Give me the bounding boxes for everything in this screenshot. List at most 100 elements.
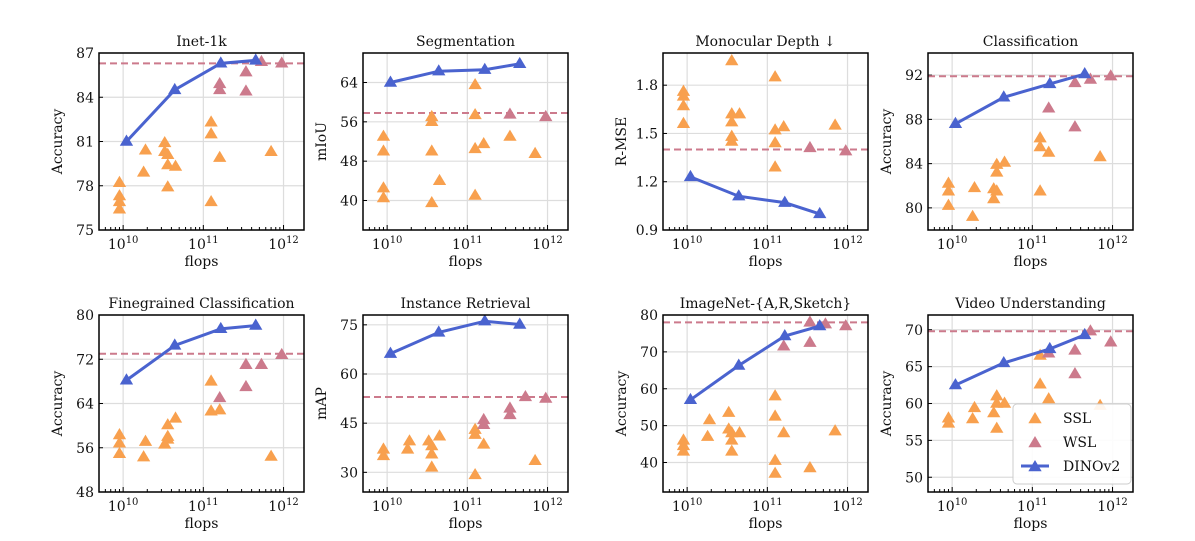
y-tick-label: 70: [905, 323, 923, 339]
ssl-point: [768, 389, 782, 401]
ssl-point: [725, 54, 739, 66]
y-tick-label: 40: [640, 456, 658, 472]
y-tick-label: 70: [640, 345, 658, 361]
ssl-point: [112, 194, 127, 207]
dinov2-line: [954, 72, 1086, 126]
y-tick-label: 80: [640, 308, 658, 324]
x-tick-label: 1011: [1017, 235, 1048, 253]
ssl-point: [941, 198, 956, 210]
y-tick-label: 92: [905, 68, 923, 84]
ssl-point: [997, 396, 1012, 408]
ssl-point: [161, 158, 175, 170]
ssl-point: [376, 442, 391, 454]
ssl-point: [264, 144, 278, 157]
x-axis-label: flops: [449, 516, 483, 532]
y-tick-label: 64: [76, 397, 94, 413]
x-tick-label: 1010: [672, 497, 703, 515]
dinov2-point: [778, 195, 792, 207]
ssl-point: [213, 403, 227, 415]
ssl-point: [1033, 184, 1047, 196]
x-tick-label: 1011: [188, 235, 219, 253]
ssl-point: [468, 107, 482, 120]
x-tick-label: 1011: [752, 235, 783, 253]
ssl-point: [676, 99, 691, 111]
subplot-3: 1010 1011 1012 0.9 1.2 1.5 1.8 Monocular Depth …: [614, 34, 869, 270]
y-tick-label: 45: [340, 416, 358, 432]
dinov2-point: [683, 392, 698, 405]
ssl-point: [768, 409, 782, 421]
dinov2-point: [948, 378, 963, 390]
ssl-point: [725, 134, 739, 146]
legend-marker-dinov2: [1028, 460, 1042, 472]
dinov2-line: [389, 319, 520, 356]
ssl-point: [1033, 377, 1047, 389]
y-tick-label: 65: [905, 360, 923, 376]
ssl-point: [376, 144, 391, 156]
ssl-point: [425, 114, 439, 127]
ssl-point: [168, 411, 183, 423]
y-axis-label: Accuracy: [879, 109, 895, 176]
dinov2-point: [997, 355, 1011, 368]
wsl-point: [1068, 343, 1082, 355]
wsl-point: [213, 76, 227, 89]
x-tick-label: 1010: [672, 235, 703, 253]
dinov2-point: [168, 338, 182, 350]
x-axis-label: flops: [749, 516, 783, 532]
ssl-point: [503, 129, 517, 141]
ssl-point: [768, 123, 782, 135]
x-axis-label: flops: [185, 516, 219, 532]
ssl-point: [725, 115, 739, 127]
y-tick-label: 78: [76, 179, 94, 195]
wsl-point: [839, 319, 853, 331]
ssl-point: [987, 406, 1001, 418]
ssl-point: [1033, 131, 1047, 143]
ssl-point: [425, 195, 439, 208]
dinov2-point: [1078, 67, 1092, 79]
ssl-point: [376, 181, 391, 193]
dinov2-point: [1078, 327, 1092, 340]
ssl-point: [997, 155, 1012, 167]
dinov2-point: [432, 64, 446, 76]
wsl-point: [777, 339, 791, 351]
ssl-point: [468, 467, 482, 480]
ssl-point: [264, 449, 278, 461]
axes-frame: [362, 314, 569, 493]
dinov2-point: [383, 346, 398, 358]
y-tick-label: 64: [340, 76, 358, 92]
y-tick-label: 60: [905, 397, 923, 413]
ssl-point: [213, 150, 227, 162]
subplot-title: Video Understanding: [954, 296, 1106, 312]
ssl-point: [138, 434, 153, 446]
dinov2-point: [997, 90, 1011, 102]
subplot-title: ImageNet-{A,R,Sketch}: [680, 296, 852, 312]
ssl-point: [768, 466, 782, 478]
x-axis-label: flops: [1014, 254, 1048, 270]
y-axis-label: Accuracy: [50, 371, 66, 438]
dinov2-point: [168, 82, 182, 95]
y-tick-label: 56: [76, 441, 94, 457]
legend-label-dinov2: DINOv2: [1063, 459, 1120, 475]
dinov2-line: [689, 175, 821, 216]
y-tick-label: 30: [340, 465, 358, 481]
plot-marks: [376, 56, 553, 208]
ssl-point: [136, 450, 151, 462]
ssl-point: [204, 194, 218, 207]
ssl-point: [768, 160, 782, 172]
legend-marker-wsl: [1028, 436, 1042, 448]
y-tick-label: 40: [340, 194, 358, 210]
y-tick-label: 80: [76, 308, 94, 324]
wsl-point: [213, 390, 227, 403]
ssl-point: [204, 127, 218, 139]
x-tick-label: 1011: [752, 497, 783, 515]
ssl-point: [528, 453, 542, 466]
legend-marker-ssl: [1028, 412, 1042, 424]
dinov2-point: [732, 358, 746, 370]
y-tick-label: 50: [905, 470, 923, 486]
ssl-point: [967, 180, 982, 193]
legend-label-wsl: WSL: [1063, 435, 1096, 451]
y-tick-label: 88: [905, 112, 923, 128]
ssl-point: [168, 159, 183, 171]
ssl-point: [725, 433, 739, 445]
wsl-point: [1104, 69, 1118, 81]
dinov2-point: [732, 189, 746, 201]
